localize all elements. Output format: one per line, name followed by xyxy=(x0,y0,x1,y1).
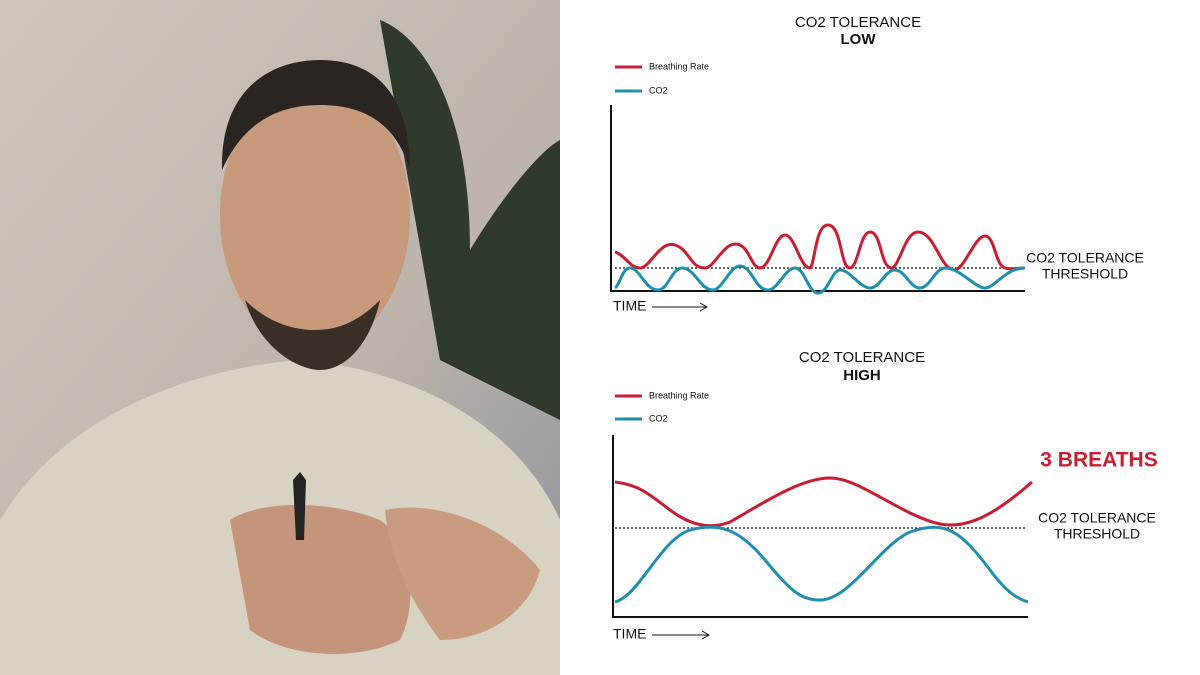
legend-label: CO2 xyxy=(649,85,668,95)
x-label: TIME xyxy=(613,626,646,642)
title: CO2 TOLERANCE xyxy=(799,349,925,366)
video-frame xyxy=(0,0,560,675)
title: CO2 TOLERANCE xyxy=(795,14,921,31)
co2-curve xyxy=(614,525,1029,604)
threshold-label: THRESHOLD xyxy=(1042,266,1128,282)
threshold-label: CO2 TOLERANCE xyxy=(1026,250,1144,266)
breathing-curve xyxy=(614,476,1033,528)
x-label: TIME xyxy=(613,298,646,314)
annotation: 3 BREATHS xyxy=(1040,449,1157,472)
arrow xyxy=(652,630,711,640)
threshold-label: THRESHOLD xyxy=(1054,526,1140,542)
arrow xyxy=(652,302,709,312)
legend-label: Breathing Rate xyxy=(649,390,709,400)
panel-low: CO2 TOLERANCE LOW Breathing Rate CO2 CO2… xyxy=(610,14,1144,314)
co2-curve xyxy=(613,264,1026,295)
threshold-label: CO2 TOLERANCE xyxy=(1038,510,1156,526)
legend-label: CO2 xyxy=(649,413,668,423)
subtitle: HIGH xyxy=(843,367,881,384)
breathing-curve xyxy=(614,223,1026,272)
subtitle: LOW xyxy=(841,31,877,48)
panel-high: CO2 TOLERANCE HIGH Breathing Rate CO2 3 … xyxy=(612,349,1158,642)
legend-label: Breathing Rate xyxy=(649,61,709,71)
diagram-area xyxy=(560,0,1200,675)
